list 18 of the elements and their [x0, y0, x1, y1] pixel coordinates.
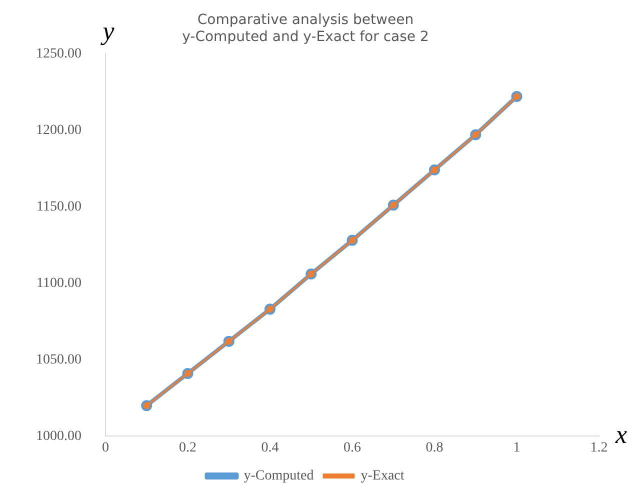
- y-tick-label: 1000.00: [36, 428, 82, 444]
- x-tick-label: 0.2: [179, 440, 196, 456]
- y-axis-title: y: [100, 16, 115, 46]
- chart-title: Comparative analysis between y-Computed and y-Exact for case 2: [182, 12, 429, 45]
- y-tick-label: 1150.00: [36, 199, 82, 214]
- y-tick-label: 1050.00: [36, 352, 82, 368]
- legend-label: y-Computed: [244, 468, 314, 484]
- y-tick-label: 1200.00: [36, 122, 82, 138]
- legend-label: y-Exact: [360, 468, 404, 484]
- x-tick-label: 1.2: [590, 440, 608, 456]
- x-tick-label: 0: [102, 440, 109, 456]
- x-tick-label: 0.4: [261, 440, 279, 456]
- x-tick-label: 0.8: [426, 440, 444, 456]
- x-tick-label: 0.6: [344, 440, 361, 456]
- x-axis-title: x: [614, 420, 628, 450]
- y-tick-label: 1250.00: [36, 46, 82, 62]
- y-tick-label: 1100.00: [36, 276, 82, 291]
- x-tick-label: 1: [513, 440, 520, 456]
